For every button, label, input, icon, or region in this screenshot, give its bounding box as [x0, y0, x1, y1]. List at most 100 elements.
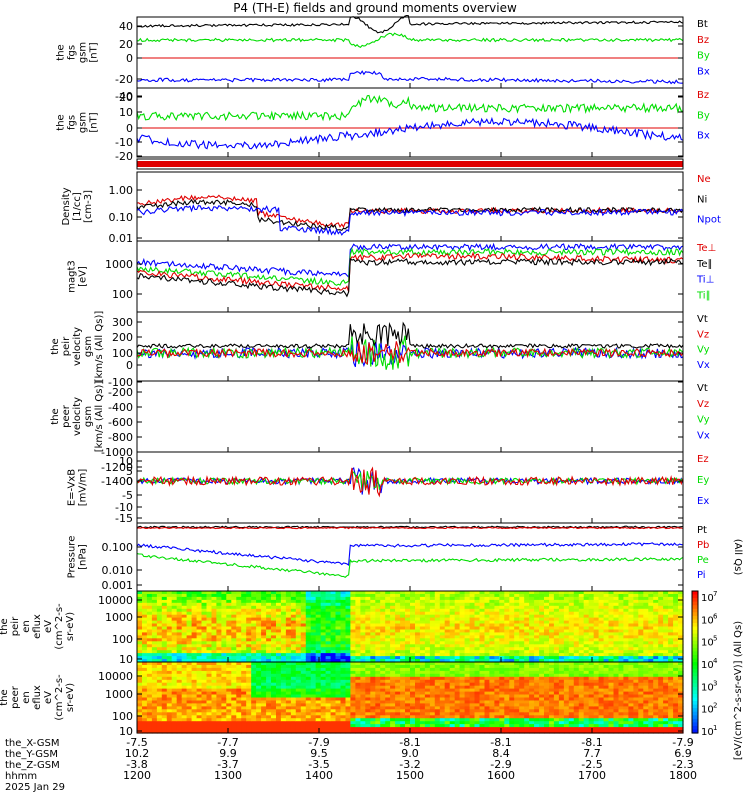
y-axis-label: magt3[eV] [67, 260, 89, 293]
y-axis-label-line: peer [61, 404, 72, 428]
y-axis-label: E=-VxB[mV/m] [67, 469, 89, 507]
y-axis-label-line: the [50, 338, 61, 354]
y-axis-label-line: E=-VxB [67, 469, 78, 506]
y-tick-label: 0 [126, 122, 133, 135]
y-tick-label: 40 [119, 20, 133, 33]
legend-Vz: Vz [697, 399, 709, 410]
y-axis-label: thepeervelocitygsm[km/s (All Qs)] [50, 381, 105, 453]
series-line-Ti-perp [136, 242, 684, 279]
y-axis-label: thefgsgsm[nT] [56, 42, 100, 63]
panel-temperature-lines [136, 242, 684, 298]
y-axis-label-line: [1/cc] [72, 192, 83, 221]
y-axis-label-line: (cm^2-s- [54, 603, 65, 650]
y-tick-label: 0 [126, 475, 133, 488]
ephemeris-value: 1400 [305, 769, 333, 782]
y-axis-label-line: [nPa] [78, 544, 89, 570]
panel-frame [136, 16, 684, 89]
colorbar-tick-label: 10 [701, 660, 714, 671]
series-line-Pb [136, 526, 684, 530]
legend-Ne: Ne [697, 174, 711, 185]
series-line-Pi [136, 541, 684, 566]
legend-Te∥: Te∥ [696, 259, 713, 270]
series-line-By [136, 32, 684, 48]
series-line-Npot [136, 204, 684, 236]
y-axis-label-line: peer [10, 685, 21, 709]
ephemeris-value: 1600 [487, 769, 515, 782]
y-axis-label-line: magt3 [67, 260, 78, 293]
panel-frame [136, 380, 684, 453]
colorbar-tick-exponent: 3 [713, 679, 717, 687]
ephemeris-value: 1800 [669, 769, 697, 782]
y-tick-label: 0.01 [109, 232, 134, 245]
spectrogram-electron [137, 662, 684, 734]
colorbar-label: [eV/(cm^2-s-sr-eV)] (All Qs) [733, 621, 744, 760]
ephemeris-value: -7.9 [672, 736, 693, 749]
panel-ion-velocity-lines [136, 321, 684, 370]
ephemeris-row-label: the_X-GSM [5, 738, 59, 749]
ephemeris-value: -3.7 [217, 758, 238, 771]
y-axis-label: Density[1/cc][cm-3] [61, 187, 94, 225]
y-tick-label: 10000 [98, 670, 133, 683]
panel-frame [136, 451, 684, 524]
ephemeris-value: -7.5 [126, 736, 147, 749]
ephemeris-row-label: the_Y-GSM [5, 749, 58, 760]
y-tick-label: 0.001 [102, 579, 134, 592]
ephemeris-value: -7.9 [308, 736, 329, 749]
y-tick-label: 10 [119, 106, 133, 119]
y-tick-label: -1200 [101, 461, 133, 474]
ephemeris-value: -2.3 [672, 758, 693, 771]
series-line-Bx [136, 70, 684, 85]
y-axis-label-line: [km/s (All Qs)] [94, 311, 105, 383]
y-axis-label: thepeirvelocitygsm[km/s (All Qs)] [50, 311, 105, 383]
ephemeris-value: -8.1 [399, 736, 420, 749]
y-tick-label: 0.10 [109, 211, 134, 224]
legend-Vy: Vy [697, 415, 710, 426]
y-axis-label-line: sr-eV) [65, 683, 76, 712]
ephemeris-value: 9.5 [310, 747, 328, 760]
series-line-Pe [136, 553, 684, 578]
colorbar-tick-label: 10 [701, 638, 714, 649]
y-tick-label: -40 [115, 90, 133, 103]
y-tick-label: -15 [115, 512, 133, 525]
y-axis-label-line: fgs [67, 115, 78, 130]
y-axis-label-line: [km/s (All Qs)] [94, 381, 105, 453]
ephemeris-value: -8.1 [490, 736, 511, 749]
date-label: 2025 Jan 29 [5, 782, 65, 793]
panel-6: -200 -400 -600 -800 -1000 -1200-1400 thepeerve… [50, 380, 710, 488]
y-tick-label: -1400 [101, 475, 133, 488]
panel-b-gse-lines [136, 94, 684, 150]
ephemeris-value: 1500 [396, 769, 424, 782]
y-tick-label: 1000 [105, 258, 133, 271]
y-tick-label: -600 [108, 416, 133, 429]
y-axis-label-line: velocity [72, 327, 83, 366]
panel-pressure-lines [136, 525, 684, 578]
mode-bar [137, 161, 683, 167]
y-axis-label-line: Density [61, 187, 72, 225]
legend-Ey: Ey [697, 475, 709, 486]
ephemeris-value: -3.2 [399, 758, 420, 771]
ephemeris-value: -3.8 [126, 758, 147, 771]
legend-Ti∥: Ti∥ [696, 290, 711, 301]
plot-title: P4 (TH-E) fields and ground moments over… [233, 1, 517, 15]
ephemeris-row-label: the_Z-GSM [5, 760, 60, 771]
series-line-Ez [136, 466, 684, 498]
y-tick-label: 100 [112, 288, 133, 301]
legend-Vt: Vt [697, 314, 708, 325]
legend-Bz: Bz [697, 35, 709, 46]
y-axis-label-line: Pressure [67, 536, 78, 579]
y-tick-label: 5 [126, 465, 133, 478]
y-tick-label: 20 [119, 91, 133, 104]
y-axis-label-line: fgs [67, 45, 78, 60]
y-axis-label-line: [cm-3] [83, 190, 94, 223]
legend-Bx: Bx [697, 66, 710, 77]
y-axis-label-line: peir [61, 336, 72, 356]
legend-Ti⊥: Ti⊥ [696, 275, 714, 286]
y-tick-label: 0.010 [102, 564, 134, 577]
y-tick-label: -100 [108, 376, 133, 389]
colorbar-tick-exponent: 4 [713, 657, 718, 665]
legend-Vt: Vt [697, 383, 708, 394]
ephemeris-table: the_X-GSM -7.5 -7.7 -7.9 -8.1 -8.1 -8.1 -7.9 the… [5, 736, 697, 793]
y-tick-label: -5 [122, 489, 133, 502]
